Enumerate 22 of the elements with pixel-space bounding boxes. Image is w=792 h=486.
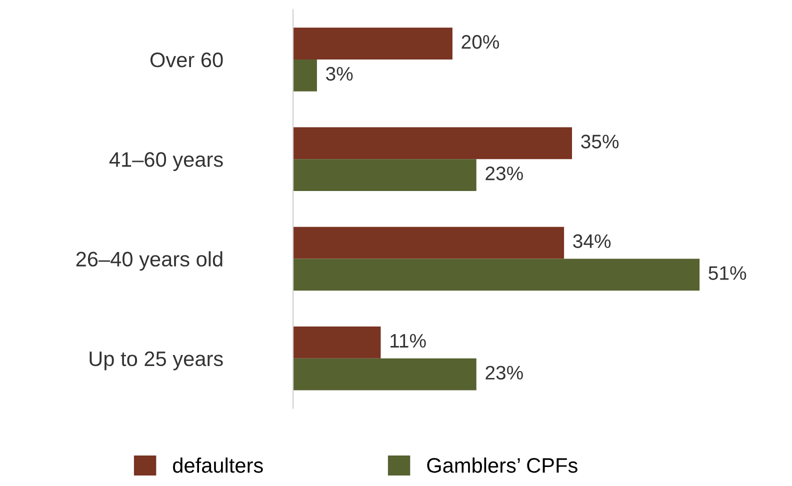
data-label: 20% (462, 35, 500, 49)
data-label: 23% (486, 366, 523, 380)
y-tick-label: Up to 25 years (90, 351, 223, 370)
data-label: 35% (581, 134, 619, 148)
data-label: 51% (708, 266, 746, 280)
data-label: 34% (573, 234, 611, 248)
bar (293, 159, 476, 192)
bar (293, 60, 317, 92)
bar (293, 358, 476, 390)
bar (293, 258, 700, 291)
data-label: 23% (486, 166, 523, 180)
bar (293, 127, 572, 160)
bar (293, 326, 381, 358)
legend-label: defaulters (173, 458, 263, 473)
data-label: 11% (390, 334, 426, 348)
bar (293, 226, 564, 259)
data-label: 3% (326, 66, 353, 81)
legend-label: Gamblers’ CPFs (427, 458, 578, 473)
bar (293, 28, 452, 60)
y-tick-label: Over 60 (150, 52, 223, 68)
y-tick-label: 41–60 years (109, 152, 223, 172)
y-tick-label: 26–40 years old (76, 251, 222, 271)
